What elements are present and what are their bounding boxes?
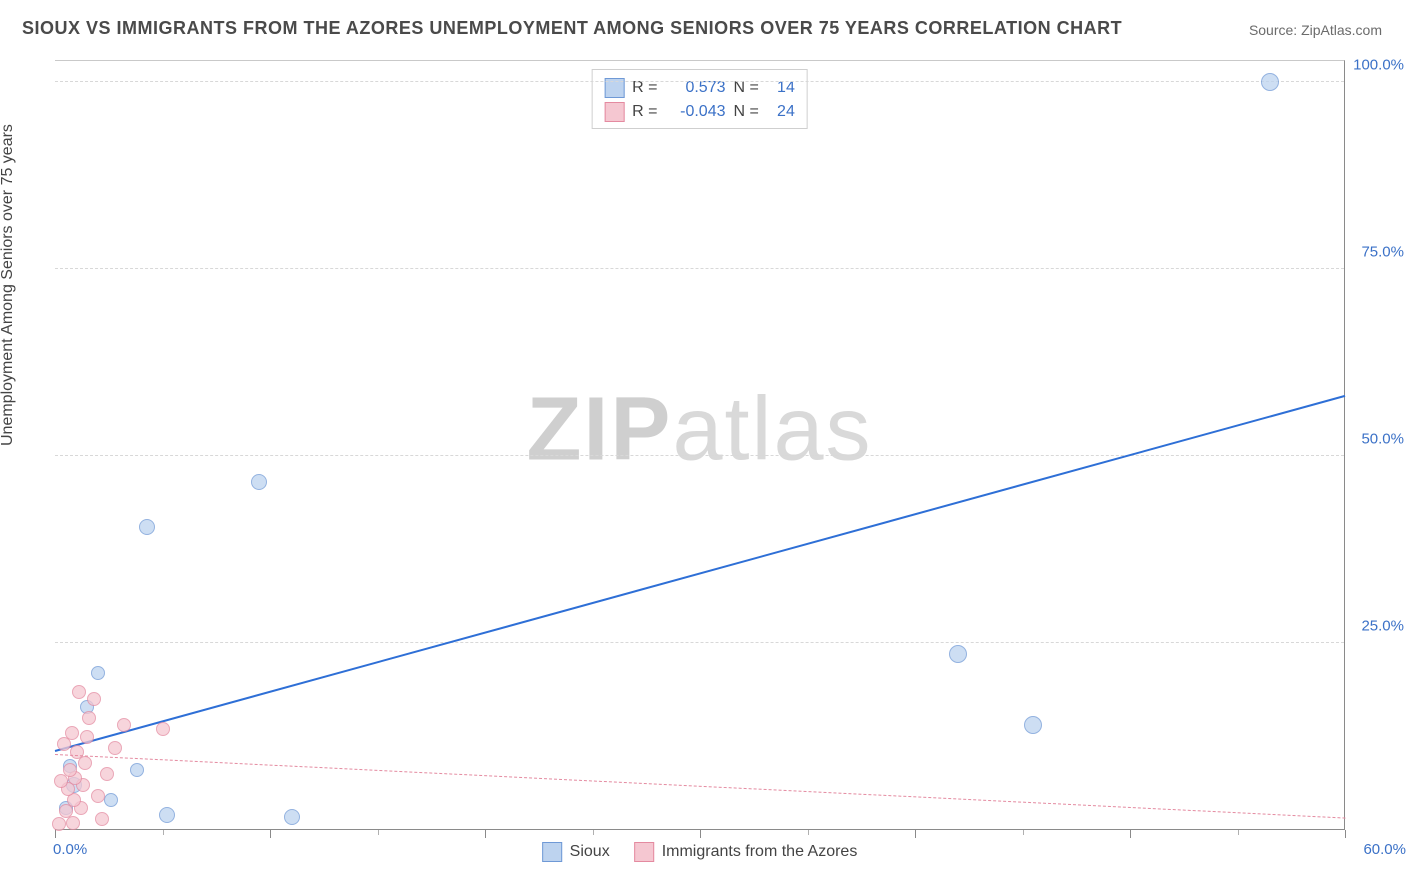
- data-point-azores: [91, 789, 105, 803]
- data-point-sioux: [130, 763, 144, 777]
- x-tick: [700, 830, 701, 838]
- gridline: [55, 642, 1344, 643]
- data-point-azores: [80, 730, 94, 744]
- legend-r-value-azores: -0.043: [666, 100, 726, 124]
- source-attribution: Source: ZipAtlas.com: [1249, 22, 1382, 38]
- data-point-azores: [156, 722, 170, 736]
- gridline: [55, 268, 1344, 269]
- x-minor-tick: [1023, 830, 1024, 835]
- legend-label-sioux: Sioux: [570, 843, 610, 861]
- data-point-azores: [117, 718, 131, 732]
- legend-swatch-azores: [604, 102, 624, 122]
- data-point-azores: [95, 812, 109, 826]
- data-point-sioux: [284, 809, 300, 825]
- data-point-sioux: [159, 807, 175, 823]
- x-tick: [915, 830, 916, 838]
- data-point-azores: [100, 767, 114, 781]
- legend-r-value-sioux: 0.573: [666, 76, 726, 100]
- legend-r-label: R =: [632, 76, 657, 100]
- legend-label-azores: Immigrants from the Azores: [662, 843, 858, 861]
- correlation-legend: R = 0.573 N = 14 R = -0.043 N = 24: [591, 69, 808, 129]
- data-point-azores: [82, 711, 96, 725]
- data-point-sioux: [251, 474, 267, 490]
- x-minor-tick: [163, 830, 164, 835]
- data-point-azores: [70, 745, 84, 759]
- y-tick-label: 75.0%: [1361, 244, 1404, 261]
- legend-swatch-sioux: [542, 842, 562, 862]
- gridline: [55, 81, 1344, 82]
- x-minor-tick: [1238, 830, 1239, 835]
- data-point-sioux: [1024, 716, 1042, 734]
- data-point-azores: [57, 737, 71, 751]
- legend-n-label: N =: [734, 100, 759, 124]
- data-point-azores: [59, 804, 73, 818]
- data-point-sioux: [139, 519, 155, 535]
- legend-item-sioux: Sioux: [542, 842, 610, 862]
- plot-area: ZIPatlas 0.0% 60.0% R = 0.573 N = 14 R =…: [55, 60, 1345, 830]
- legend-swatch-azores: [634, 842, 654, 862]
- data-point-azores: [108, 741, 122, 755]
- x-minor-tick: [808, 830, 809, 835]
- data-point-azores: [54, 774, 68, 788]
- data-point-azores: [87, 692, 101, 706]
- series-legend: Sioux Immigrants from the Azores: [542, 842, 858, 862]
- data-point-sioux: [91, 666, 105, 680]
- x-tick: [55, 830, 56, 838]
- y-tick-label: 50.0%: [1361, 431, 1404, 448]
- y-tick-label: 25.0%: [1361, 618, 1404, 635]
- legend-n-value-sioux: 14: [767, 76, 795, 100]
- watermark: ZIPatlas: [526, 379, 872, 482]
- x-tick-end: 60.0%: [1363, 841, 1406, 858]
- legend-r-label: R =: [632, 100, 657, 124]
- chart-title: SIOUX VS IMMIGRANTS FROM THE AZORES UNEM…: [22, 18, 1122, 39]
- data-point-azores: [78, 756, 92, 770]
- gridline: [55, 455, 1344, 456]
- y-axis-label: Unemployment Among Seniors over 75 years: [0, 124, 17, 446]
- data-point-sioux: [104, 793, 118, 807]
- legend-n-label: N =: [734, 76, 759, 100]
- legend-item-azores: Immigrants from the Azores: [634, 842, 858, 862]
- x-tick: [1130, 830, 1131, 838]
- x-minor-tick: [593, 830, 594, 835]
- trend-line-sioux: [55, 394, 1346, 751]
- legend-row-sioux: R = 0.573 N = 14: [604, 76, 795, 100]
- trend-line-azores: [55, 754, 1345, 819]
- data-point-sioux: [949, 645, 967, 663]
- data-point-azores: [52, 817, 66, 831]
- x-minor-tick: [378, 830, 379, 835]
- legend-row-azores: R = -0.043 N = 24: [604, 100, 795, 124]
- y-tick-label: 100.0%: [1353, 57, 1404, 74]
- x-tick: [1345, 830, 1346, 838]
- x-tick-origin: 0.0%: [53, 841, 87, 858]
- legend-n-value-azores: 24: [767, 100, 795, 124]
- data-point-azores: [72, 685, 86, 699]
- data-point-sioux: [1261, 73, 1279, 91]
- x-tick: [270, 830, 271, 838]
- x-tick: [485, 830, 486, 838]
